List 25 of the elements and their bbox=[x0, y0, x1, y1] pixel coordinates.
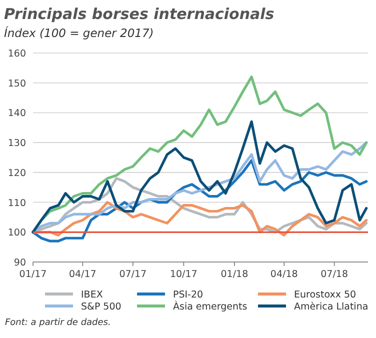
y-tick-label: 160 bbox=[8, 48, 26, 60]
chart-subtitle: Índex (100 = gener 2017) bbox=[4, 26, 154, 40]
x-tick-label: 07/17 bbox=[119, 269, 147, 280]
y-tick-label: 90 bbox=[14, 258, 26, 268]
legend-label: Amèrica Llatina bbox=[294, 302, 368, 312]
text: Font: a partir de dades. bbox=[5, 318, 111, 328]
legend-label: Eurostoxx 50 bbox=[294, 290, 356, 300]
legend-label: S&P 500 bbox=[81, 302, 122, 312]
x-tick-label: 04/18 bbox=[270, 269, 298, 280]
x-tick-label: 07/18 bbox=[320, 269, 348, 280]
y-tick-label: 140 bbox=[8, 108, 26, 120]
y-tick-label: 110 bbox=[8, 198, 26, 209]
y-tick-label: 150 bbox=[8, 78, 26, 90]
legend-label: IBEX bbox=[81, 290, 104, 300]
line-series bbox=[32, 120, 368, 234]
chart-title: Principals borses internacionals bbox=[4, 5, 274, 23]
y-tick-label: 120 bbox=[8, 168, 26, 179]
legend-label: Àsia emergents bbox=[173, 300, 248, 312]
x-tick-label: 01/18 bbox=[220, 269, 248, 280]
x-tick-label: 04/17 bbox=[68, 269, 96, 280]
x-tick-label: 10/17 bbox=[170, 269, 198, 280]
y-tick-label: 130 bbox=[8, 138, 26, 150]
legend-label: PSI-20 bbox=[173, 290, 204, 300]
x-tick-label: 01/17 bbox=[19, 269, 47, 280]
y-tick-label: 100 bbox=[8, 228, 26, 239]
